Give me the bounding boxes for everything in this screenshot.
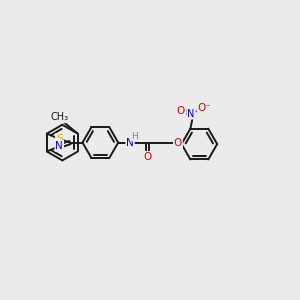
Text: O⁻: O⁻ [198, 103, 212, 113]
Text: O: O [177, 106, 185, 116]
Text: O: O [174, 138, 182, 148]
Text: H: H [131, 131, 138, 140]
Text: O: O [143, 152, 152, 162]
Text: S: S [56, 134, 63, 144]
Text: N⁺: N⁺ [187, 109, 200, 119]
Text: CH₃: CH₃ [51, 112, 69, 122]
Text: N: N [56, 141, 63, 151]
Text: N: N [126, 138, 134, 148]
